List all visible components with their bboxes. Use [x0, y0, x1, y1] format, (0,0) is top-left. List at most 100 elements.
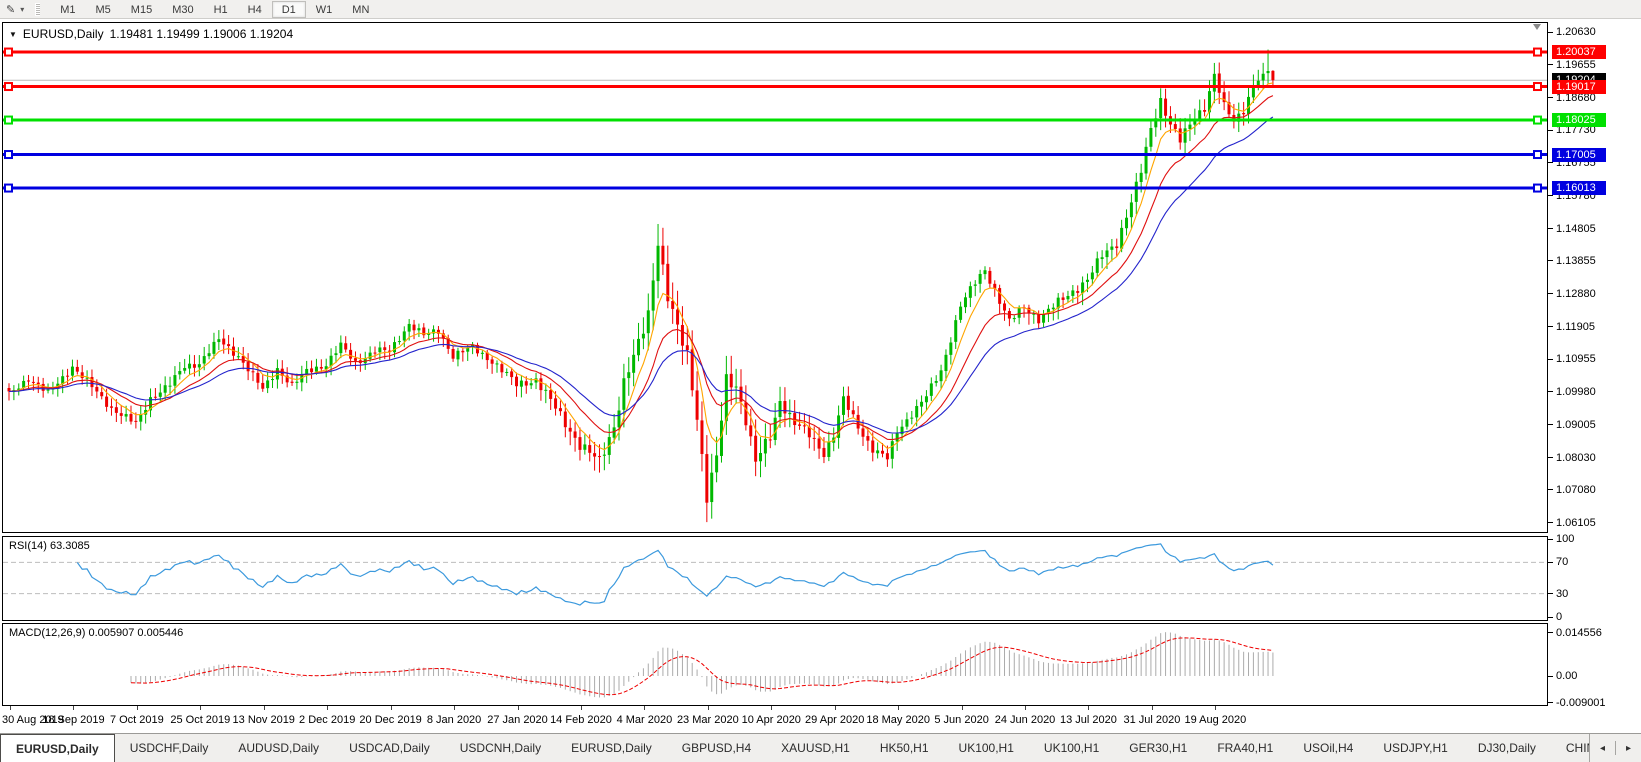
macd-chart[interactable] [3, 624, 1547, 705]
chart-tab-usdcnh-daily[interactable]: USDCNH,Daily [459, 741, 542, 755]
chart-title: ▼ EURUSD,Daily 1.19481 1.19499 1.19006 1… [9, 27, 293, 41]
date-label: 8 Jan 2020 [426, 714, 482, 726]
chart-tab-usdchf-daily[interactable]: USDCHF,Daily [129, 741, 209, 755]
price-tick [1548, 522, 1553, 524]
date-label: 2 Dec 2019 [299, 714, 356, 726]
price-tick-label: 1.09005 [1556, 418, 1596, 431]
date-label: 5 Jun 2020 [934, 714, 989, 726]
price-axis: 1.20630 1.19655 1.18680 1.17730 1.16755 1.157… [1548, 22, 1641, 533]
chart-symbol-label: EURUSD,Daily [22, 27, 104, 41]
timeframe-button-mn[interactable]: MN [352, 3, 370, 16]
date-label: 27 Jan 2020 [487, 714, 548, 726]
price-tick-label: 1.20630 [1556, 26, 1596, 38]
price-tick-label: 1.14805 [1556, 222, 1596, 235]
chart-tab-xauusd-h1[interactable]: XAUUSD,H1 [781, 741, 850, 755]
price-tick-label: 1.07080 [1556, 483, 1596, 496]
macd-tick-label: 0.00 [1556, 670, 1578, 682]
macd-tick [1548, 675, 1553, 677]
price-tick-label: 1.09980 [1556, 385, 1596, 398]
candlestick-chart[interactable] [3, 23, 1547, 532]
rsi-axis: 100 70 30 0 [1548, 533, 1641, 623]
date-tick [961, 706, 963, 710]
macd-tick-label: -0.009001 [1556, 696, 1606, 709]
timeframe-button-d1[interactable]: D1 [271, 0, 306, 18]
chart-tab-fra40-h1[interactable]: FRA40,H1 [1217, 741, 1274, 755]
chart-tab-dj30-daily[interactable]: DJ30,Daily [1477, 741, 1536, 755]
date-tick [1088, 706, 1090, 710]
price-tick [1548, 424, 1553, 426]
chart-tab-usdjpy-h1[interactable]: USDJPY,H1 [1383, 741, 1448, 755]
chart-tab-uk100-h1[interactable]: UK100,H1 [958, 741, 1014, 755]
collapse-triangle-icon[interactable]: ▼ [9, 29, 17, 39]
date-tick [517, 706, 519, 710]
date-tick [200, 706, 202, 710]
timeframe-button-h4[interactable]: H4 [247, 3, 262, 16]
terminal-toolbar: ✎ ▾ M1 M5 M15 M30 H1 H4 D1 W1 MN [0, 0, 1641, 19]
date-label: 23 Mar 2020 [676, 714, 739, 726]
rsi-tick-label: 0 [1556, 611, 1563, 623]
rsi-tick [1548, 561, 1553, 563]
tab-scroll-left-icon[interactable]: ◂ [1599, 742, 1605, 754]
main-chart-panel[interactable]: ▼ EURUSD,Daily 1.19481 1.19499 1.19006 1… [2, 22, 1548, 533]
rsi-tick-label: 70 [1556, 556, 1569, 569]
date-label: 29 Apr 2020 [805, 714, 865, 726]
cursor-tool-button[interactable]: ✎ ▾ [0, 0, 31, 18]
date-tick [707, 706, 709, 710]
price-tick [1548, 326, 1553, 328]
rsi-tick [1548, 616, 1553, 618]
price-tick-label: 1.12880 [1556, 287, 1596, 300]
rsi-tick [1548, 538, 1553, 540]
chart-tab-usoil-h4[interactable]: USOil,H4 [1303, 741, 1354, 755]
chart-tab-hk50-h1[interactable]: HK50,H1 [879, 741, 929, 755]
price-tick [1548, 358, 1553, 360]
timeframe-button-w1[interactable]: W1 [315, 3, 333, 16]
price-tick [1548, 457, 1553, 459]
rsi-tick [1548, 593, 1553, 595]
rsi-tick-label: 30 [1556, 587, 1569, 600]
rsi-indicator-panel[interactable]: RSI(14) 63.3085 [2, 536, 1548, 621]
tab-scroll-right-icon[interactable]: ▸ [1625, 742, 1631, 754]
line-price-box: 1.18025 [1552, 113, 1606, 128]
macd-label: MACD(12,26,9) 0.005907 0.005446 [9, 627, 184, 639]
timeframe-button-m5[interactable]: M5 [95, 3, 111, 16]
price-tick-label: 1.08030 [1556, 451, 1596, 464]
date-tick [136, 706, 138, 710]
price-tick-label: 1.19655 [1556, 58, 1596, 71]
chart-tab-bar: EURUSD,Daily USDCHF,Daily AUDUSD,Daily USDC… [0, 733, 1641, 762]
cursor-tool-icon: ✎ [6, 3, 16, 16]
timeframe-button-m15[interactable]: M15 [130, 3, 153, 16]
chart-tab-eurusd-daily[interactable]: EURUSD,Daily [0, 734, 115, 762]
macd-tick [1548, 702, 1553, 704]
price-tick [1548, 195, 1553, 197]
timeframe-button-m1[interactable]: M1 [60, 3, 76, 16]
chart-tab-usdcad-daily[interactable]: USDCAD,Daily [349, 741, 430, 755]
price-tick [1548, 489, 1553, 491]
tab-scroll-divider [1614, 741, 1616, 755]
timeframe-button-group: M1 M5 M15 M30 H1 H4 D1 W1 MN [46, 0, 383, 18]
date-label: 18 May 2020 [866, 714, 930, 726]
line-price-box: 1.20037 [1552, 45, 1606, 60]
timeframe-button-h1[interactable]: H1 [213, 3, 228, 16]
date-axis: 30 Aug 2019 18 Sep 2019 7 Oct 2019 25 Oct 2… [2, 706, 1548, 732]
date-tick [771, 706, 773, 710]
date-label: 31 Jul 2020 [1123, 714, 1181, 726]
rsi-chart[interactable] [3, 537, 1547, 620]
date-label: 30 Aug 2019 [2, 714, 64, 726]
chart-tab-eurusd-daily[interactable]: EURUSD,Daily [571, 741, 652, 755]
chart-tab-uk100-h1[interactable]: UK100,H1 [1043, 741, 1100, 755]
line-price-box: 1.19017 [1552, 79, 1606, 94]
price-tick-label: 1.13855 [1556, 254, 1596, 267]
price-tick-label: 1.11905 [1556, 320, 1595, 333]
tab-scroll-controls: ◂ ▸ [1588, 734, 1641, 762]
chart-tab-china300-h1[interactable]: CHINA300,H1 [1565, 741, 1589, 755]
chart-tab-ger30-h1[interactable]: GER30,H1 [1129, 741, 1188, 755]
timeframe-button-m30[interactable]: M30 [172, 3, 194, 16]
chart-tab-audusd-daily[interactable]: AUDUSD,Daily [238, 741, 320, 755]
macd-indicator-panel[interactable]: MACD(12,26,9) 0.005907 0.005446 [2, 623, 1548, 706]
toolbar-grip-handle[interactable] [35, 2, 41, 16]
date-tick [580, 706, 582, 710]
date-label: 7 Oct 2019 [109, 714, 164, 726]
chart-tab-gbpusd-h4[interactable]: GBPUSD,H4 [681, 741, 752, 755]
price-tick [1548, 31, 1553, 33]
date-tick [454, 706, 456, 710]
